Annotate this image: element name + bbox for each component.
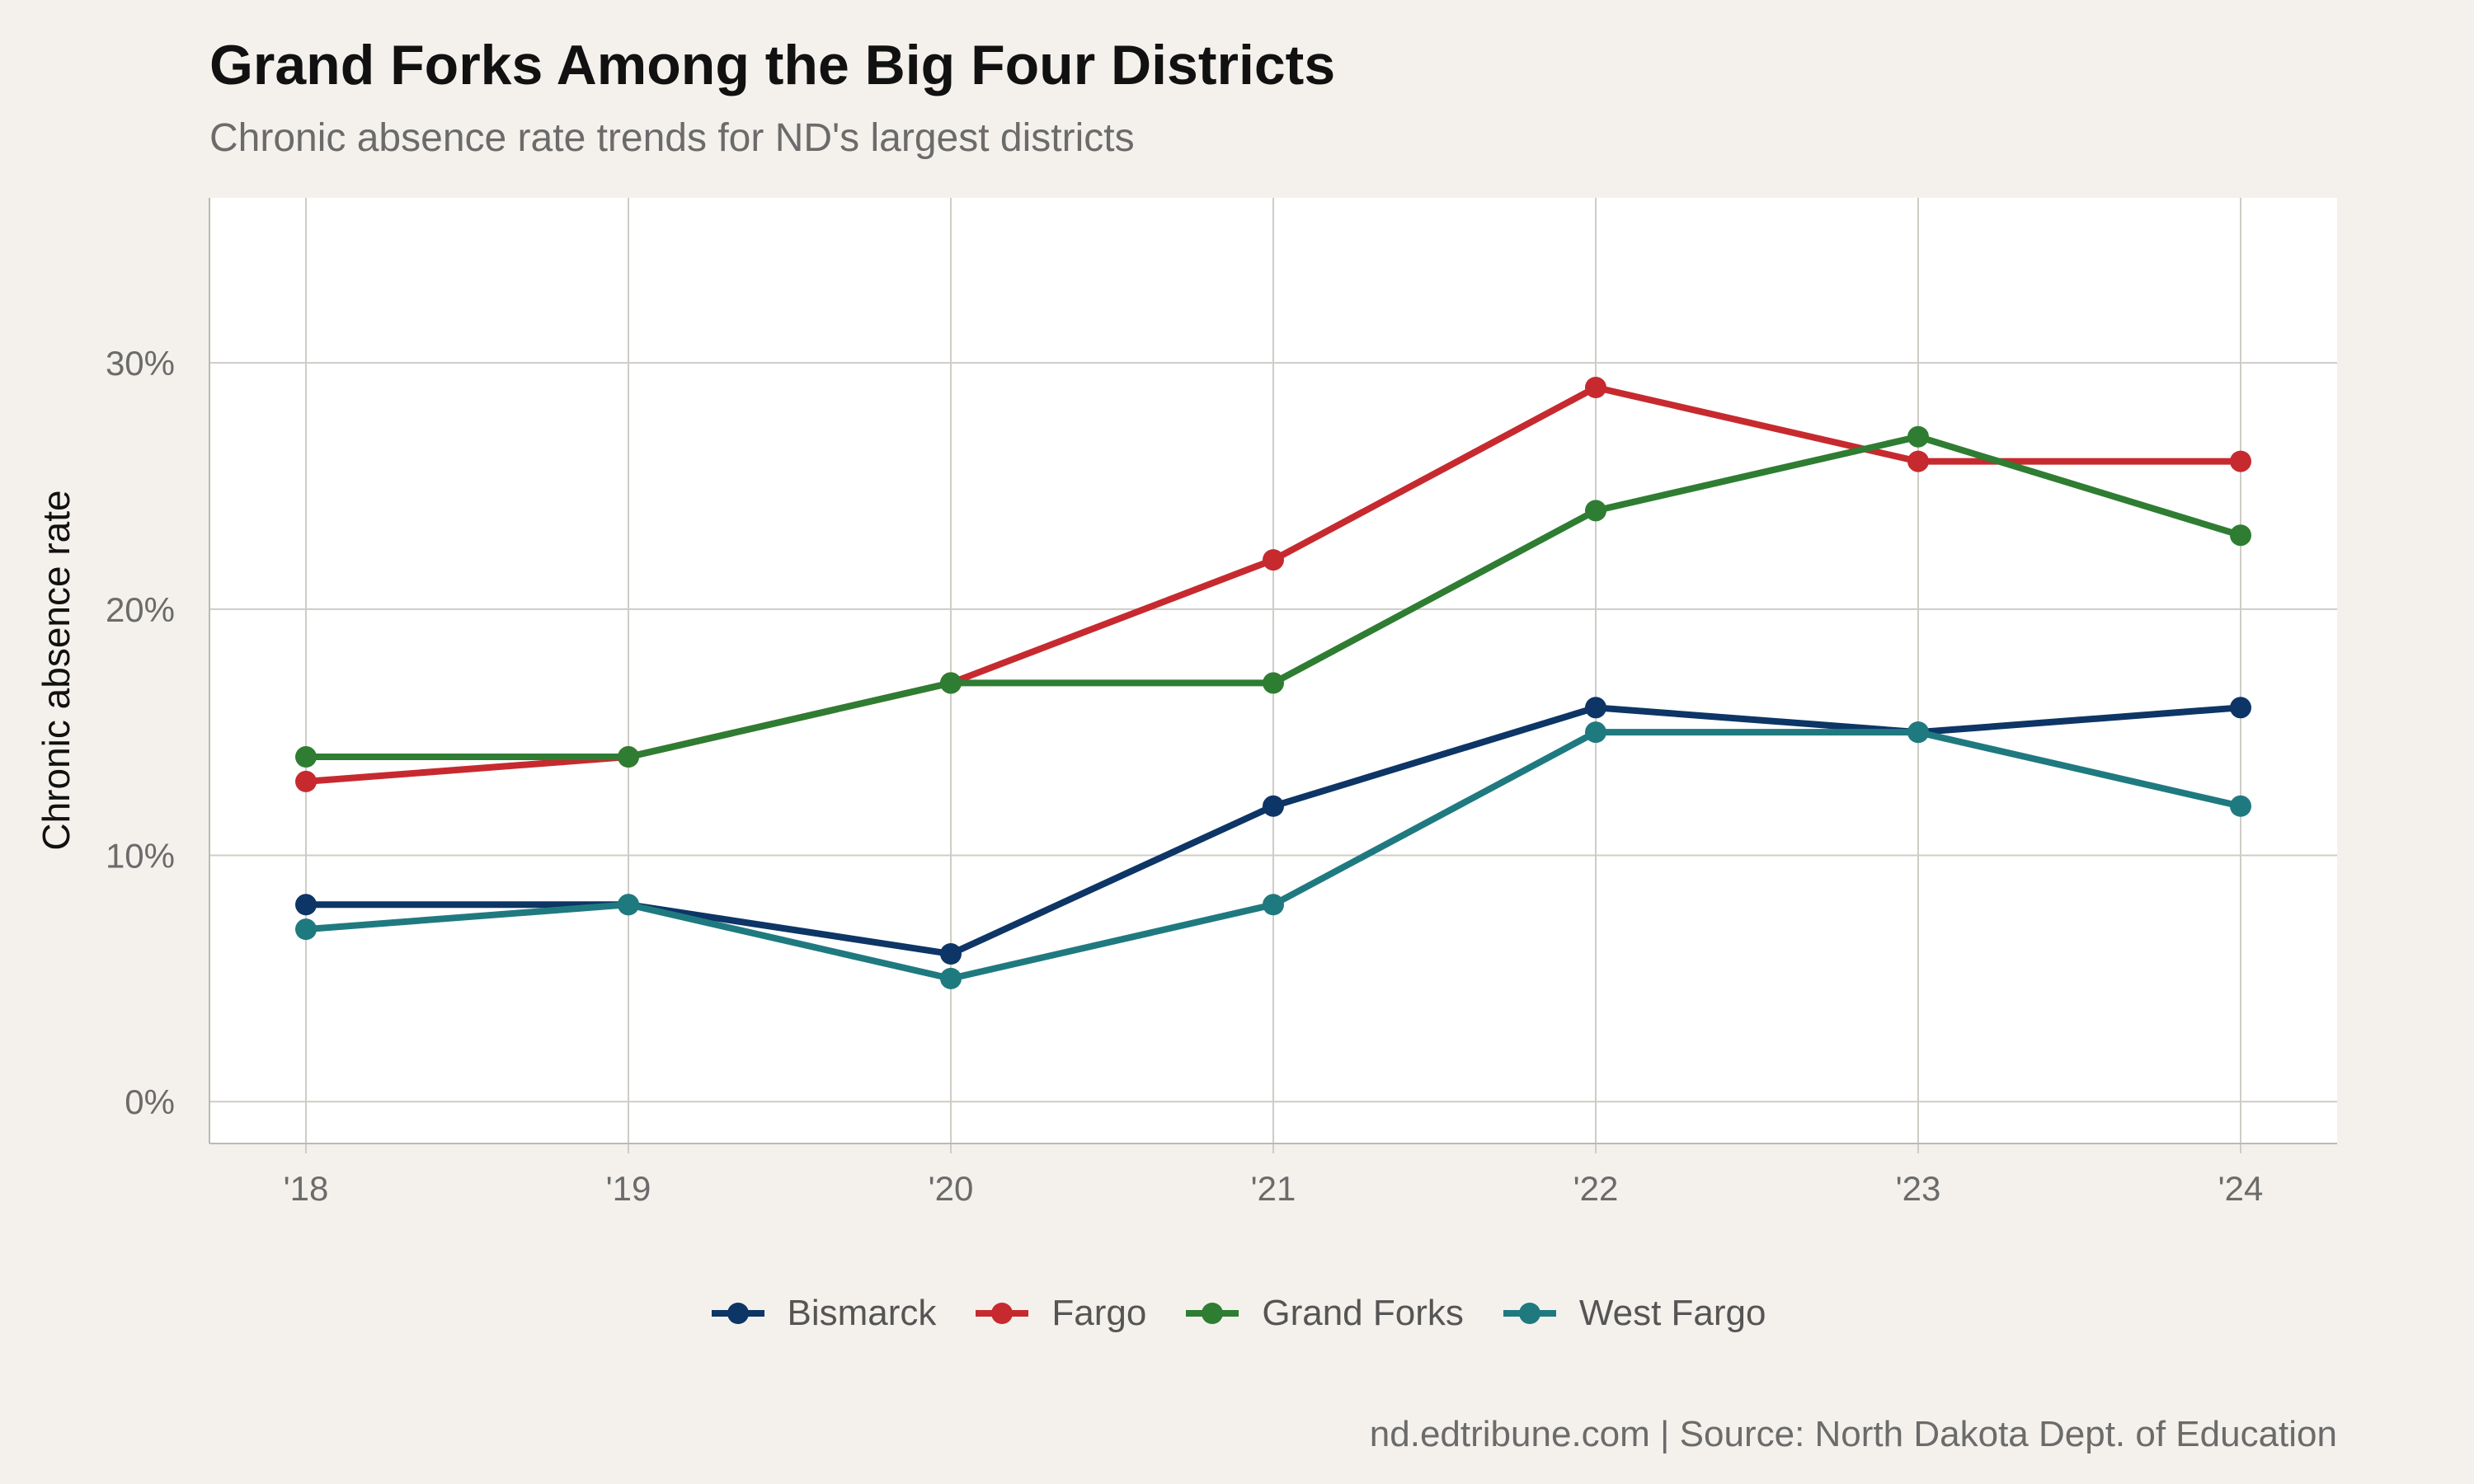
legend-label: Fargo — [1051, 1293, 1147, 1333]
data-point-west-fargo — [1907, 721, 1929, 744]
data-point-west-fargo — [1585, 721, 1606, 744]
x-tick-labels: '18 '19 '20 '21 '22 '23 '24 — [284, 1169, 2264, 1208]
data-point-west-fargo — [295, 918, 317, 941]
y-tick-label: 20% — [106, 590, 175, 629]
x-tick-label: '18 — [284, 1169, 329, 1208]
series-west-fargo — [295, 721, 2251, 989]
legend-item-west-fargo: West Fargo — [1500, 1293, 1766, 1334]
series-grand-forks — [295, 425, 2251, 768]
data-point-west-fargo — [1263, 894, 1284, 916]
data-point-grand-forks — [940, 672, 962, 694]
y-tick-label: 0% — [125, 1082, 175, 1121]
chart-title: Grand Forks Among the Big Four Districts — [209, 34, 1336, 96]
data-point-fargo — [295, 770, 317, 792]
x-tick-label: '24 — [2218, 1169, 2264, 1208]
data-point-grand-forks — [1585, 500, 1606, 522]
legend-label: West Fargo — [1578, 1293, 1766, 1333]
data-point-fargo — [2230, 450, 2251, 472]
legend-key-fargo — [976, 1303, 1029, 1324]
legend-label: Grand Forks — [1262, 1293, 1464, 1333]
legend-item-fargo: Fargo — [972, 1293, 1146, 1334]
data-point-grand-forks — [295, 746, 317, 768]
data-point-bismarck — [2230, 697, 2251, 719]
data-point-grand-forks — [2230, 524, 2251, 547]
data-point-grand-forks — [1907, 425, 1929, 448]
y-tick-labels: 0% 10% 20% 30% — [106, 344, 175, 1121]
legend-key-grand-forks — [1186, 1303, 1239, 1324]
legend-item-grand-forks: Grand Forks — [1183, 1293, 1464, 1334]
data-point-west-fargo — [618, 894, 639, 916]
data-point-west-fargo — [940, 967, 962, 989]
chart-subtitle: Chronic absence rate trends for ND's lar… — [209, 116, 1135, 160]
data-point-bismarck — [295, 894, 317, 916]
legend-key-bismarck — [711, 1303, 764, 1324]
x-tick-label: '19 — [606, 1169, 651, 1208]
data-point-fargo — [1263, 549, 1284, 571]
x-tick-label: '21 — [1251, 1169, 1296, 1208]
legend: Bismarck Fargo Grand Forks West Fargo — [0, 1293, 2474, 1334]
y-axis-label: Chronic absence rate — [35, 490, 78, 850]
x-tick-label: '22 — [1573, 1169, 1619, 1208]
legend-item-bismarck: Bismarck — [708, 1293, 937, 1334]
data-point-bismarck — [940, 943, 962, 965]
x-tick-label: '23 — [1896, 1169, 1941, 1208]
axes — [209, 198, 2337, 1144]
x-tick-label: '20 — [929, 1169, 974, 1208]
data-point-west-fargo — [2230, 795, 2251, 817]
data-point-grand-forks — [1263, 672, 1284, 694]
data-point-bismarck — [1585, 697, 1606, 719]
data-point-bismarck — [1263, 795, 1284, 817]
gridlines — [209, 198, 2337, 1153]
legend-key-west-fargo — [1503, 1303, 1556, 1324]
chart-caption: nd.edtribune.com | Source: North Dakota … — [1369, 1414, 2337, 1454]
data-point-fargo — [1585, 376, 1606, 398]
data-point-grand-forks — [618, 746, 639, 768]
data-series — [295, 376, 2251, 989]
data-point-fargo — [1907, 450, 1929, 472]
y-tick-label: 30% — [106, 344, 175, 383]
legend-label: Bismarck — [787, 1293, 937, 1333]
y-tick-label: 10% — [106, 837, 175, 876]
